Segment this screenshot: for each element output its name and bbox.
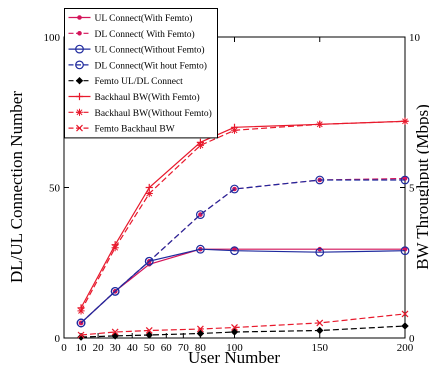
data-point: [77, 333, 85, 341]
x-tick-label: 30: [110, 342, 122, 354]
data-point: [145, 331, 153, 339]
series-line: [80, 248, 405, 324]
legend-label: Femto UL/DL Connect: [95, 77, 184, 87]
legend-box: [64, 8, 218, 139]
series-8: [77, 310, 409, 339]
legend-marker: [75, 44, 84, 54]
data-point: [230, 184, 239, 194]
data-point: [145, 189, 153, 198]
series-1: [78, 246, 408, 326]
data-point: [315, 175, 325, 185]
series-line: [80, 179, 405, 324]
series-5: [77, 322, 409, 341]
legend-marker: [75, 76, 84, 85]
legend-marker: [77, 31, 82, 36]
x-tick-label: 20: [93, 342, 105, 354]
data-point: [230, 328, 239, 336]
data-point: [401, 117, 409, 125]
series-7: [77, 117, 409, 315]
series-layer: [76, 117, 410, 341]
series-line: [80, 248, 406, 324]
x-tick-label: 40: [127, 342, 139, 354]
data-point: [196, 329, 205, 338]
data-point: [145, 327, 153, 334]
data-point: [231, 324, 238, 331]
legend-entry: Femto Backhaul BW: [68, 124, 175, 135]
data-point: [77, 307, 85, 315]
legend-entry: UL Connect(Without Femto): [68, 44, 205, 56]
x-tick-label: 10: [76, 342, 88, 354]
legend-entry: DL Connect(Wit hout Femto): [68, 60, 207, 71]
legend-label: Backhaul BW(With Femto): [95, 92, 200, 103]
data-point: [196, 325, 204, 333]
data-point: [315, 247, 325, 257]
legend-label: Femto Backhaul BW: [95, 125, 175, 135]
y-tick-label: 0: [55, 333, 61, 345]
legend-marker: [75, 92, 84, 101]
data-point: [316, 120, 324, 128]
legend-label: UL Connect(Without Femto): [95, 45, 205, 56]
legend-entry: UL Connect(With Femto): [68, 13, 193, 24]
data-point: [144, 256, 154, 266]
data-point: [230, 246, 239, 256]
legend-label: DL Connect( With Femto): [95, 29, 195, 40]
x-tick-label: 200: [397, 342, 414, 354]
x-tick-label: 100: [226, 342, 243, 354]
legend-entry: Backhaul BW(With Femto): [68, 92, 200, 103]
series-4: [76, 175, 410, 328]
data-point: [76, 318, 86, 328]
legend-entry: DL Connect( With Femto): [68, 29, 195, 40]
data-point: [316, 326, 324, 335]
legend-label: DL Connect(Wit hout Femto): [95, 60, 207, 71]
x-tick-label: 150: [312, 342, 329, 354]
legend-label: UL Connect(With Femto): [95, 13, 193, 24]
data-point: [77, 331, 85, 339]
y2-tick-label: 0: [409, 333, 415, 345]
x-tick-label: 50: [144, 342, 156, 354]
data-point: [400, 246, 410, 256]
series-3: [76, 244, 410, 328]
legend-entry: Backhaul BW(Without Femto): [68, 108, 212, 119]
data-point: [111, 332, 119, 340]
y-tick-label: 100: [44, 32, 61, 44]
y2-tick-label: 10: [409, 32, 421, 44]
legend-marker: [75, 108, 84, 116]
legend-label: Backhaul BW(Without Femto): [95, 108, 212, 119]
data-point: [110, 286, 120, 296]
data-point: [111, 328, 119, 336]
data-point: [401, 310, 409, 318]
x-tick-label: 0: [61, 342, 67, 354]
data-point: [195, 210, 205, 219]
data-point: [230, 126, 239, 134]
y-tick-label: 50: [49, 183, 61, 195]
x-tick-label: 60: [161, 342, 173, 354]
y-axis-title: DL/UL Connection Number: [7, 91, 26, 283]
x-tick-label: 70: [178, 342, 190, 354]
data-point: [401, 322, 409, 330]
x-tick-label: 80: [195, 342, 207, 354]
data-point: [400, 175, 410, 185]
data-point: [196, 141, 204, 149]
data-point: [111, 244, 119, 252]
data-point: [195, 244, 205, 254]
legend-marker: [75, 60, 84, 70]
legend-marker: [77, 15, 82, 20]
legend-marker: [76, 124, 83, 132]
series-line: [80, 120, 406, 312]
legend: UL Connect(With Femto) DL Connect( With F…: [64, 8, 218, 139]
y2-tick-label: 5: [409, 183, 415, 195]
x-axis-title: User Number: [188, 348, 280, 367]
data-point: [145, 183, 153, 192]
legend-entry: Femto UL/DL Connect: [68, 76, 184, 87]
y2-axis-title: BW Throughput (Mbps): [413, 104, 429, 270]
data-point: [316, 319, 324, 327]
